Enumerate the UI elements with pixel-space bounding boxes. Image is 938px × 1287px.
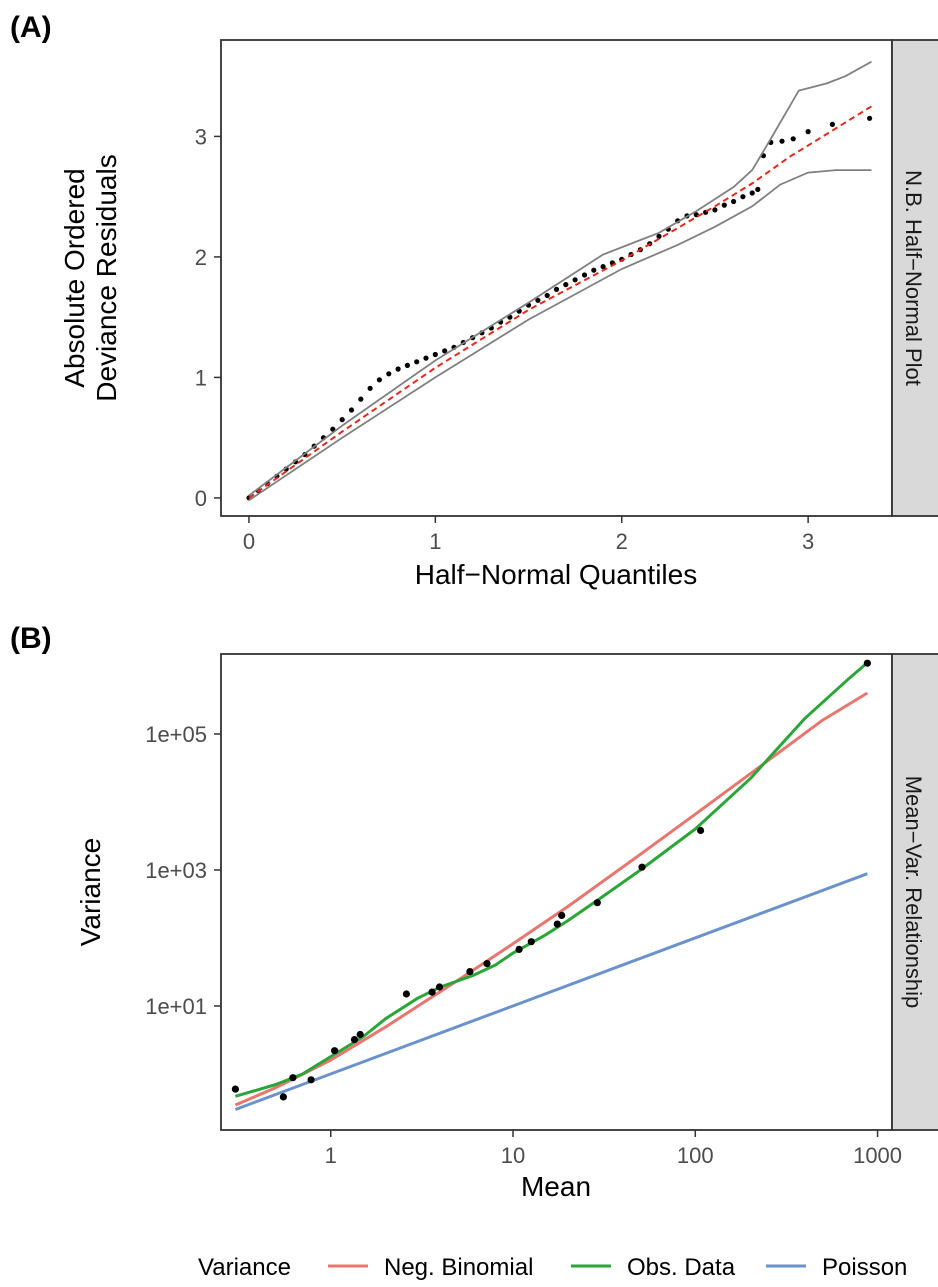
halfnormal-point xyxy=(731,198,737,205)
panel-a-x-tick-label: 0 xyxy=(243,529,255,554)
panel-a: (A) N.B. Half−Normal Plot 0 1 2 3 0 1 2 3 Half−… xyxy=(10,11,938,590)
halfnormal-point xyxy=(721,202,727,208)
mean-var-point xyxy=(697,826,705,835)
panel-a-y-tick-label: 3 xyxy=(195,124,207,149)
mean-var-point xyxy=(483,960,491,968)
halfnormal-point xyxy=(867,115,873,121)
halfnormal-point xyxy=(339,417,345,423)
halfnormal-point xyxy=(749,190,755,196)
halfnormal-point xyxy=(790,136,796,142)
panel-a-axes: 0 1 2 3 0 1 2 3 xyxy=(195,124,815,554)
legend-label-poisson: Poisson xyxy=(822,1254,907,1281)
halfnormal-point xyxy=(805,129,811,135)
panel-b-x-tick-label: 1 xyxy=(325,1143,337,1168)
panel-a-x-tick-label: 3 xyxy=(802,529,814,554)
halfnormal-point xyxy=(755,186,761,192)
halfnormal-point xyxy=(348,407,355,413)
halfnormal-point xyxy=(544,292,550,299)
halfnormal-point xyxy=(330,426,336,432)
mean-var-point xyxy=(527,938,535,946)
panel-a-y-axis-title-line2: Deviance Residuals xyxy=(91,154,122,401)
panel-a-tag: (A) xyxy=(10,11,52,44)
panel-a-strip-label: N.B. Half−Normal Plot xyxy=(901,170,926,386)
panel-a-strip xyxy=(891,39,938,517)
panel-b-y-axis-title: Variance xyxy=(75,838,106,946)
panel-b-axes: 1 10 100 1000 1e+01 1e+03 1e+05 xyxy=(145,722,902,1168)
mean-var-point xyxy=(428,988,436,996)
halfnormal-point xyxy=(591,267,597,273)
panel-a-x-axis-title: Half−Normal Quantiles xyxy=(415,559,697,590)
legend-title: Variance xyxy=(198,1254,291,1281)
halfnormal-point xyxy=(829,121,836,127)
mean-var-point xyxy=(638,863,646,871)
envelope-median-line xyxy=(248,105,873,499)
panel-a-y-tick-label: 2 xyxy=(195,245,207,270)
halfnormal-point xyxy=(442,348,448,354)
halfnormal-point xyxy=(423,355,429,361)
halfnormal-point xyxy=(395,366,401,372)
envelope-lower-line xyxy=(248,169,872,502)
panel-a-y-axis-title-line1: Absolute Ordered xyxy=(59,168,90,387)
halfnormal-point xyxy=(376,377,382,383)
panel-a-y-tick-label: 1 xyxy=(195,365,207,390)
halfnormal-point xyxy=(367,385,373,391)
panel-a-frame xyxy=(220,39,893,517)
panel-b-x-axis-title: Mean xyxy=(521,1171,591,1202)
panel-b: (B) Mean−Var. Relationship 1 10 100 1000 1e+… xyxy=(10,622,938,1202)
mean-var-point xyxy=(331,1047,339,1055)
halfnormal-point xyxy=(581,272,588,278)
mean-var-point xyxy=(289,1074,297,1082)
panel-b-y-tick-label: 1e+03 xyxy=(145,858,207,883)
envelope-upper-line xyxy=(248,60,872,497)
mean-var-point xyxy=(435,983,444,991)
obs-data-line xyxy=(234,661,869,1098)
legend-label-neg-binomial: Neg. Binomial xyxy=(384,1254,533,1281)
halfnormal-point xyxy=(563,282,569,288)
halfnormal-point xyxy=(553,286,560,292)
panel-a-x-tick-label: 2 xyxy=(616,529,628,554)
halfnormal-point xyxy=(386,371,392,377)
mean-var-point xyxy=(515,945,523,954)
halfnormal-point xyxy=(358,396,364,402)
panel-b-x-tick-label: 1000 xyxy=(853,1143,902,1168)
halfnormal-point xyxy=(432,351,438,358)
panel-b-tag: (B) xyxy=(10,622,52,655)
halfnormal-point xyxy=(656,233,662,239)
mean-var-point xyxy=(553,920,561,928)
halfnormal-point xyxy=(600,264,606,270)
mean-var-point xyxy=(350,1036,359,1044)
halfnormal-point xyxy=(535,297,541,303)
panel-a-x-tick-label: 1 xyxy=(429,529,441,554)
mean-var-point xyxy=(863,659,872,667)
legend-label-obs-data: Obs. Data xyxy=(627,1254,736,1281)
panel-b-strip xyxy=(891,653,938,1131)
panel-b-y-tick-label: 1e+01 xyxy=(145,994,207,1019)
poisson-line xyxy=(234,872,868,1111)
panel-b-strip-label: Mean−Var. Relationship xyxy=(901,776,926,1009)
mean-var-point xyxy=(279,1093,287,1101)
panel-a-y-tick-label: 0 xyxy=(195,486,207,511)
halfnormal-point xyxy=(572,277,578,283)
mean-var-point xyxy=(558,911,566,920)
mean-var-point xyxy=(231,1085,239,1093)
halfnormal-point xyxy=(712,207,718,213)
panel-a-marks xyxy=(246,60,873,502)
mean-var-point xyxy=(593,899,601,907)
mean-var-point xyxy=(356,1030,364,1039)
panel-b-x-tick-label: 10 xyxy=(501,1143,525,1168)
legend: Variance Neg. Binomial Obs. Data Poisson xyxy=(198,1254,907,1281)
panel-b-frame xyxy=(220,653,893,1131)
panel-b-x-tick-label: 100 xyxy=(677,1143,714,1168)
halfnormal-point xyxy=(404,362,410,368)
mean-var-point xyxy=(402,990,410,998)
halfnormal-point xyxy=(779,138,785,144)
panel-b-marks xyxy=(231,659,872,1111)
mean-var-point xyxy=(466,968,474,976)
panel-b-y-tick-label: 1e+05 xyxy=(145,722,207,747)
mean-var-point xyxy=(307,1076,315,1084)
halfnormal-point xyxy=(740,194,746,200)
halfnormal-point xyxy=(414,359,420,365)
